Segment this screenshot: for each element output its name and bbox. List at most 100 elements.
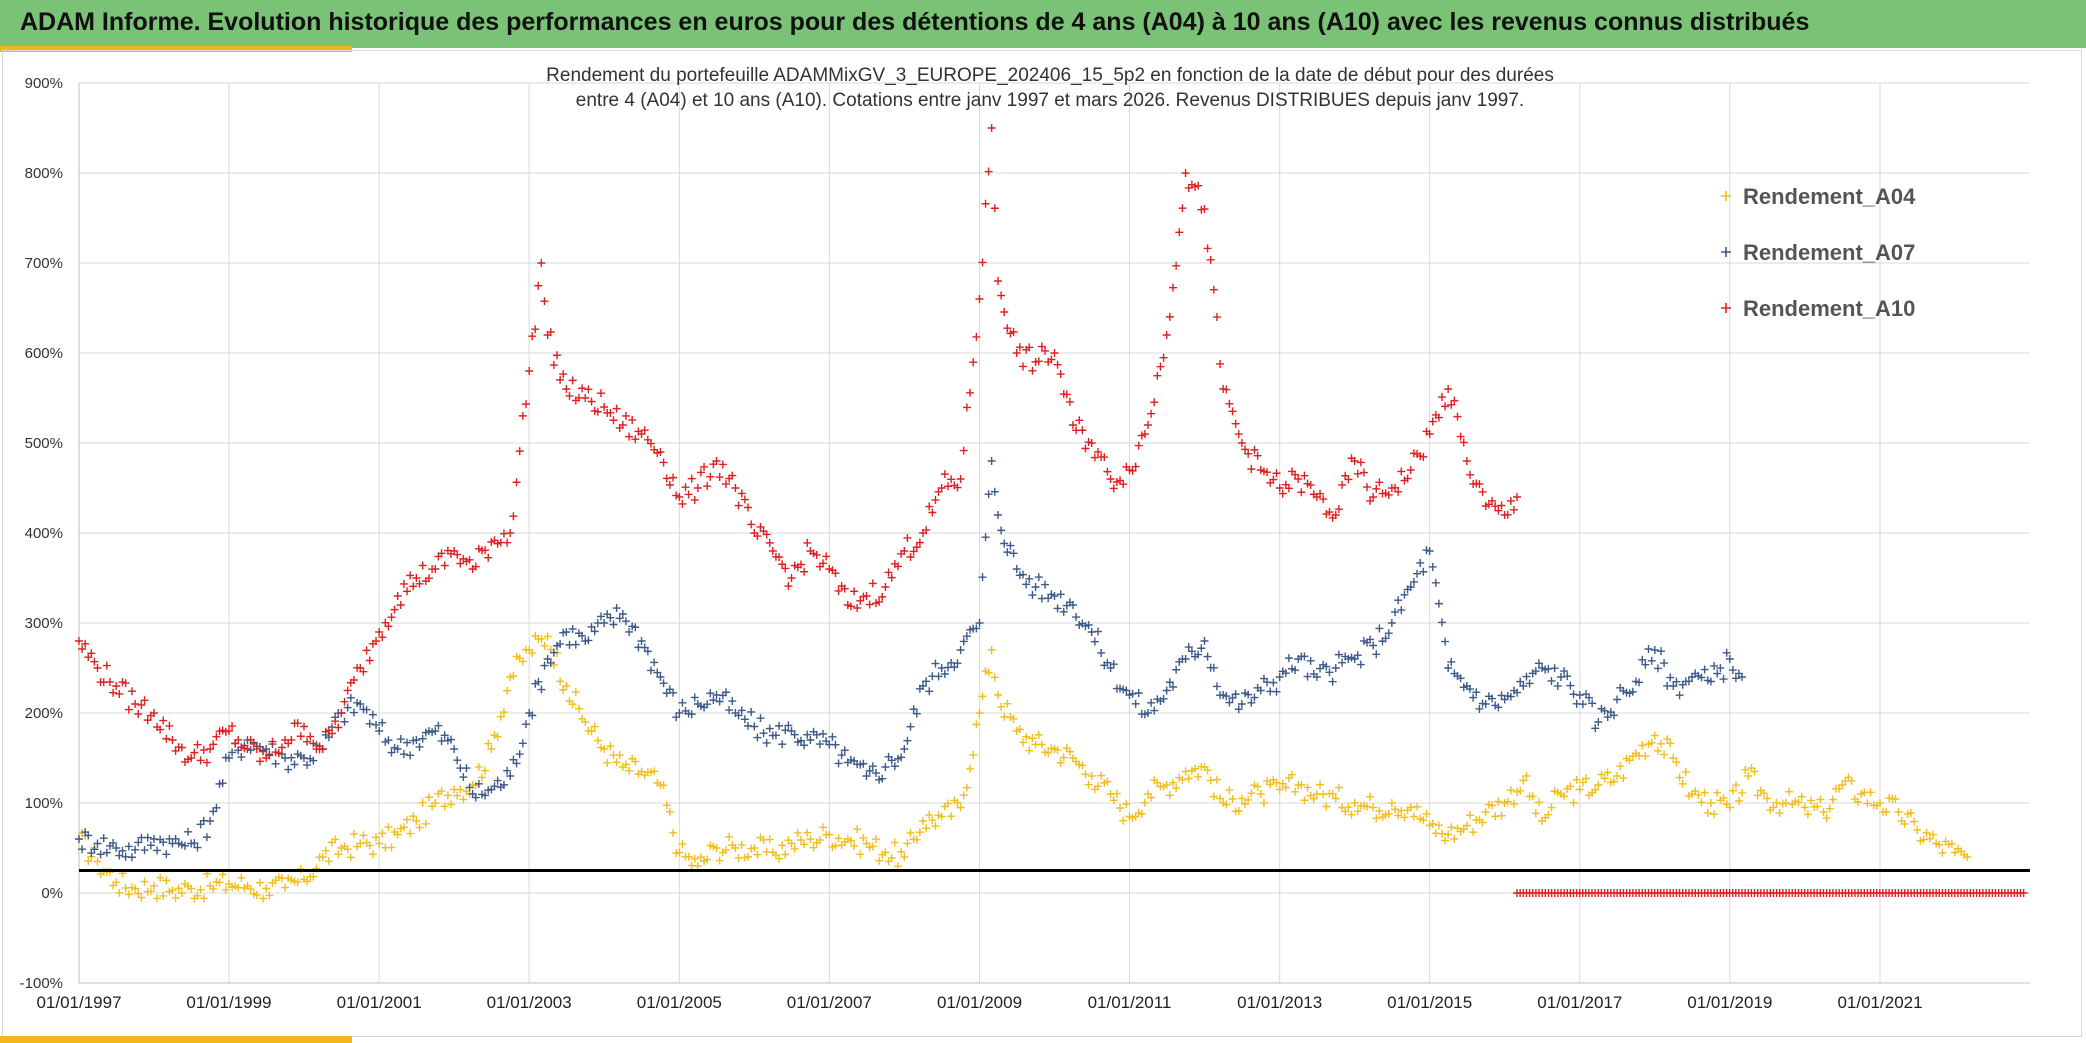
data-point (606, 613, 615, 622)
data-point (778, 560, 787, 569)
data-point (1697, 673, 1706, 682)
y-tick-label: -100% (20, 975, 63, 992)
data-point (1256, 686, 1265, 695)
data-point (1328, 789, 1337, 798)
data-point (543, 632, 552, 641)
data-point (180, 841, 189, 850)
data-point (2019, 889, 2028, 897)
data-point (378, 829, 387, 838)
data-point (715, 697, 724, 706)
data-point (937, 484, 946, 492)
data-point (984, 668, 993, 677)
data-point (174, 884, 183, 893)
data-point (1759, 789, 1768, 798)
data-point (1203, 244, 1212, 253)
data-point (187, 754, 196, 762)
data-point (868, 579, 877, 588)
data-point (1237, 700, 1246, 708)
data-point (1578, 700, 1587, 709)
data-point (1250, 693, 1259, 702)
data-point (462, 764, 471, 773)
data-point (856, 850, 865, 859)
data-point (937, 812, 946, 821)
data-point (678, 499, 687, 508)
data-point (897, 753, 906, 762)
data-point (153, 894, 162, 903)
data-point (1225, 399, 1234, 408)
data-point (669, 828, 678, 837)
data-point (690, 693, 699, 702)
data-point (337, 709, 346, 717)
data-point (737, 706, 746, 715)
data-point (1928, 830, 1937, 839)
data-point (409, 582, 418, 591)
data-point (1112, 789, 1121, 798)
data-point (171, 834, 180, 843)
data-point (75, 835, 83, 843)
data-point (537, 685, 546, 694)
data-point (1197, 644, 1206, 653)
data-point (865, 766, 874, 775)
data-point (1237, 794, 1246, 803)
data-point (362, 646, 371, 655)
data-point (747, 707, 756, 716)
data-point (156, 873, 165, 882)
data-point (1594, 781, 1603, 789)
data-point (453, 550, 462, 559)
data-point (1441, 836, 1450, 845)
data-point (1594, 718, 1603, 726)
data-point (1838, 781, 1847, 789)
data-point (1059, 607, 1068, 616)
data-point (221, 885, 230, 894)
data-point (1575, 785, 1584, 794)
data-point (1763, 794, 1772, 803)
data-point (1162, 781, 1171, 789)
data-point (975, 619, 984, 627)
data-point (1140, 798, 1149, 807)
data-point (493, 776, 502, 785)
data-point (1384, 809, 1393, 818)
data-point (1781, 799, 1790, 807)
data-point (252, 891, 261, 900)
data-point (659, 781, 668, 790)
data-point (184, 827, 193, 836)
data-point (1603, 768, 1612, 777)
data-point (815, 740, 824, 749)
data-point (202, 833, 211, 842)
data-point (1363, 802, 1371, 811)
data-point (925, 502, 934, 511)
data-point (409, 812, 418, 821)
data-point (331, 835, 340, 844)
data-point (1422, 809, 1431, 818)
data-point (249, 739, 258, 748)
data-point (922, 824, 931, 833)
data-point (1381, 634, 1390, 643)
data-point (803, 538, 812, 547)
data-point (127, 687, 136, 696)
data-point (693, 862, 702, 870)
data-point (1519, 682, 1528, 690)
data-point (1150, 706, 1159, 715)
data-point (1250, 445, 1259, 454)
data-point (1222, 692, 1231, 701)
data-point (512, 759, 521, 768)
data-point (324, 857, 333, 866)
data-point (631, 757, 640, 766)
data-point (1725, 803, 1734, 812)
data-point (99, 834, 108, 843)
data-point (1647, 656, 1656, 665)
data-point (465, 555, 474, 564)
data-point (600, 619, 609, 627)
data-point (321, 846, 330, 855)
data-point (1097, 771, 1106, 780)
data-point (1472, 688, 1481, 697)
data-point (1159, 694, 1168, 703)
data-point (159, 716, 168, 725)
data-point (384, 823, 393, 832)
data-point (787, 839, 796, 848)
data-point (1109, 484, 1118, 493)
data-point (1853, 797, 1862, 806)
data-point (450, 745, 459, 753)
data-point (1363, 483, 1371, 492)
data-point (1093, 782, 1102, 791)
